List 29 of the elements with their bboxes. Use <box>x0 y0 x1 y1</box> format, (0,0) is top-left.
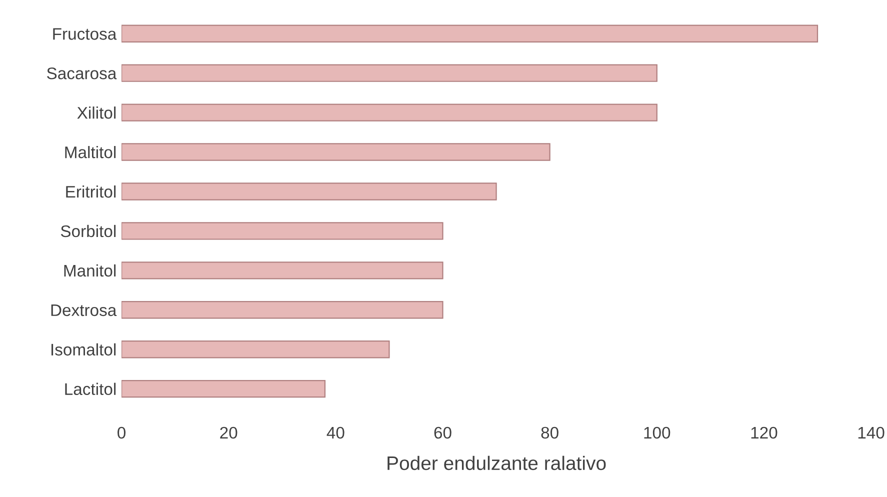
bar <box>122 64 658 82</box>
bar <box>122 262 444 280</box>
x-tick-label: 80 <box>541 426 558 439</box>
y-tick-label: Manitol <box>64 264 116 277</box>
x-tick-label: 60 <box>434 426 452 439</box>
y-tick-label: Maltitol <box>65 146 116 158</box>
x-tick-label: 140 <box>858 426 884 439</box>
bar <box>122 380 326 398</box>
bar <box>122 104 658 122</box>
bar <box>122 143 550 161</box>
y-tick-label: Isomaltol <box>52 343 116 356</box>
x-tick-label: 120 <box>751 426 778 439</box>
y-tick-label: Dextrosa <box>51 304 117 316</box>
bar <box>122 301 444 319</box>
y-tick-label: Sorbitol <box>60 224 116 238</box>
y-tick-label: Sacarosa <box>47 67 117 80</box>
x-tick-label: 100 <box>644 426 670 439</box>
x-tick-label: 0 <box>118 426 126 439</box>
x-axis-title: Poder endulzante ralativo <box>388 456 606 470</box>
bar <box>122 340 390 358</box>
y-tick-label: Xilitol <box>77 106 116 119</box>
y-tick-label: Eritritol <box>66 185 116 198</box>
bar <box>122 222 444 240</box>
y-tick-label: Lactitol <box>65 382 116 396</box>
x-tick-label: 20 <box>220 426 238 439</box>
bar <box>122 182 497 200</box>
x-tick-label: 40 <box>326 426 344 439</box>
y-tick-label: Fructosa <box>53 28 117 40</box>
bar <box>122 24 818 42</box>
